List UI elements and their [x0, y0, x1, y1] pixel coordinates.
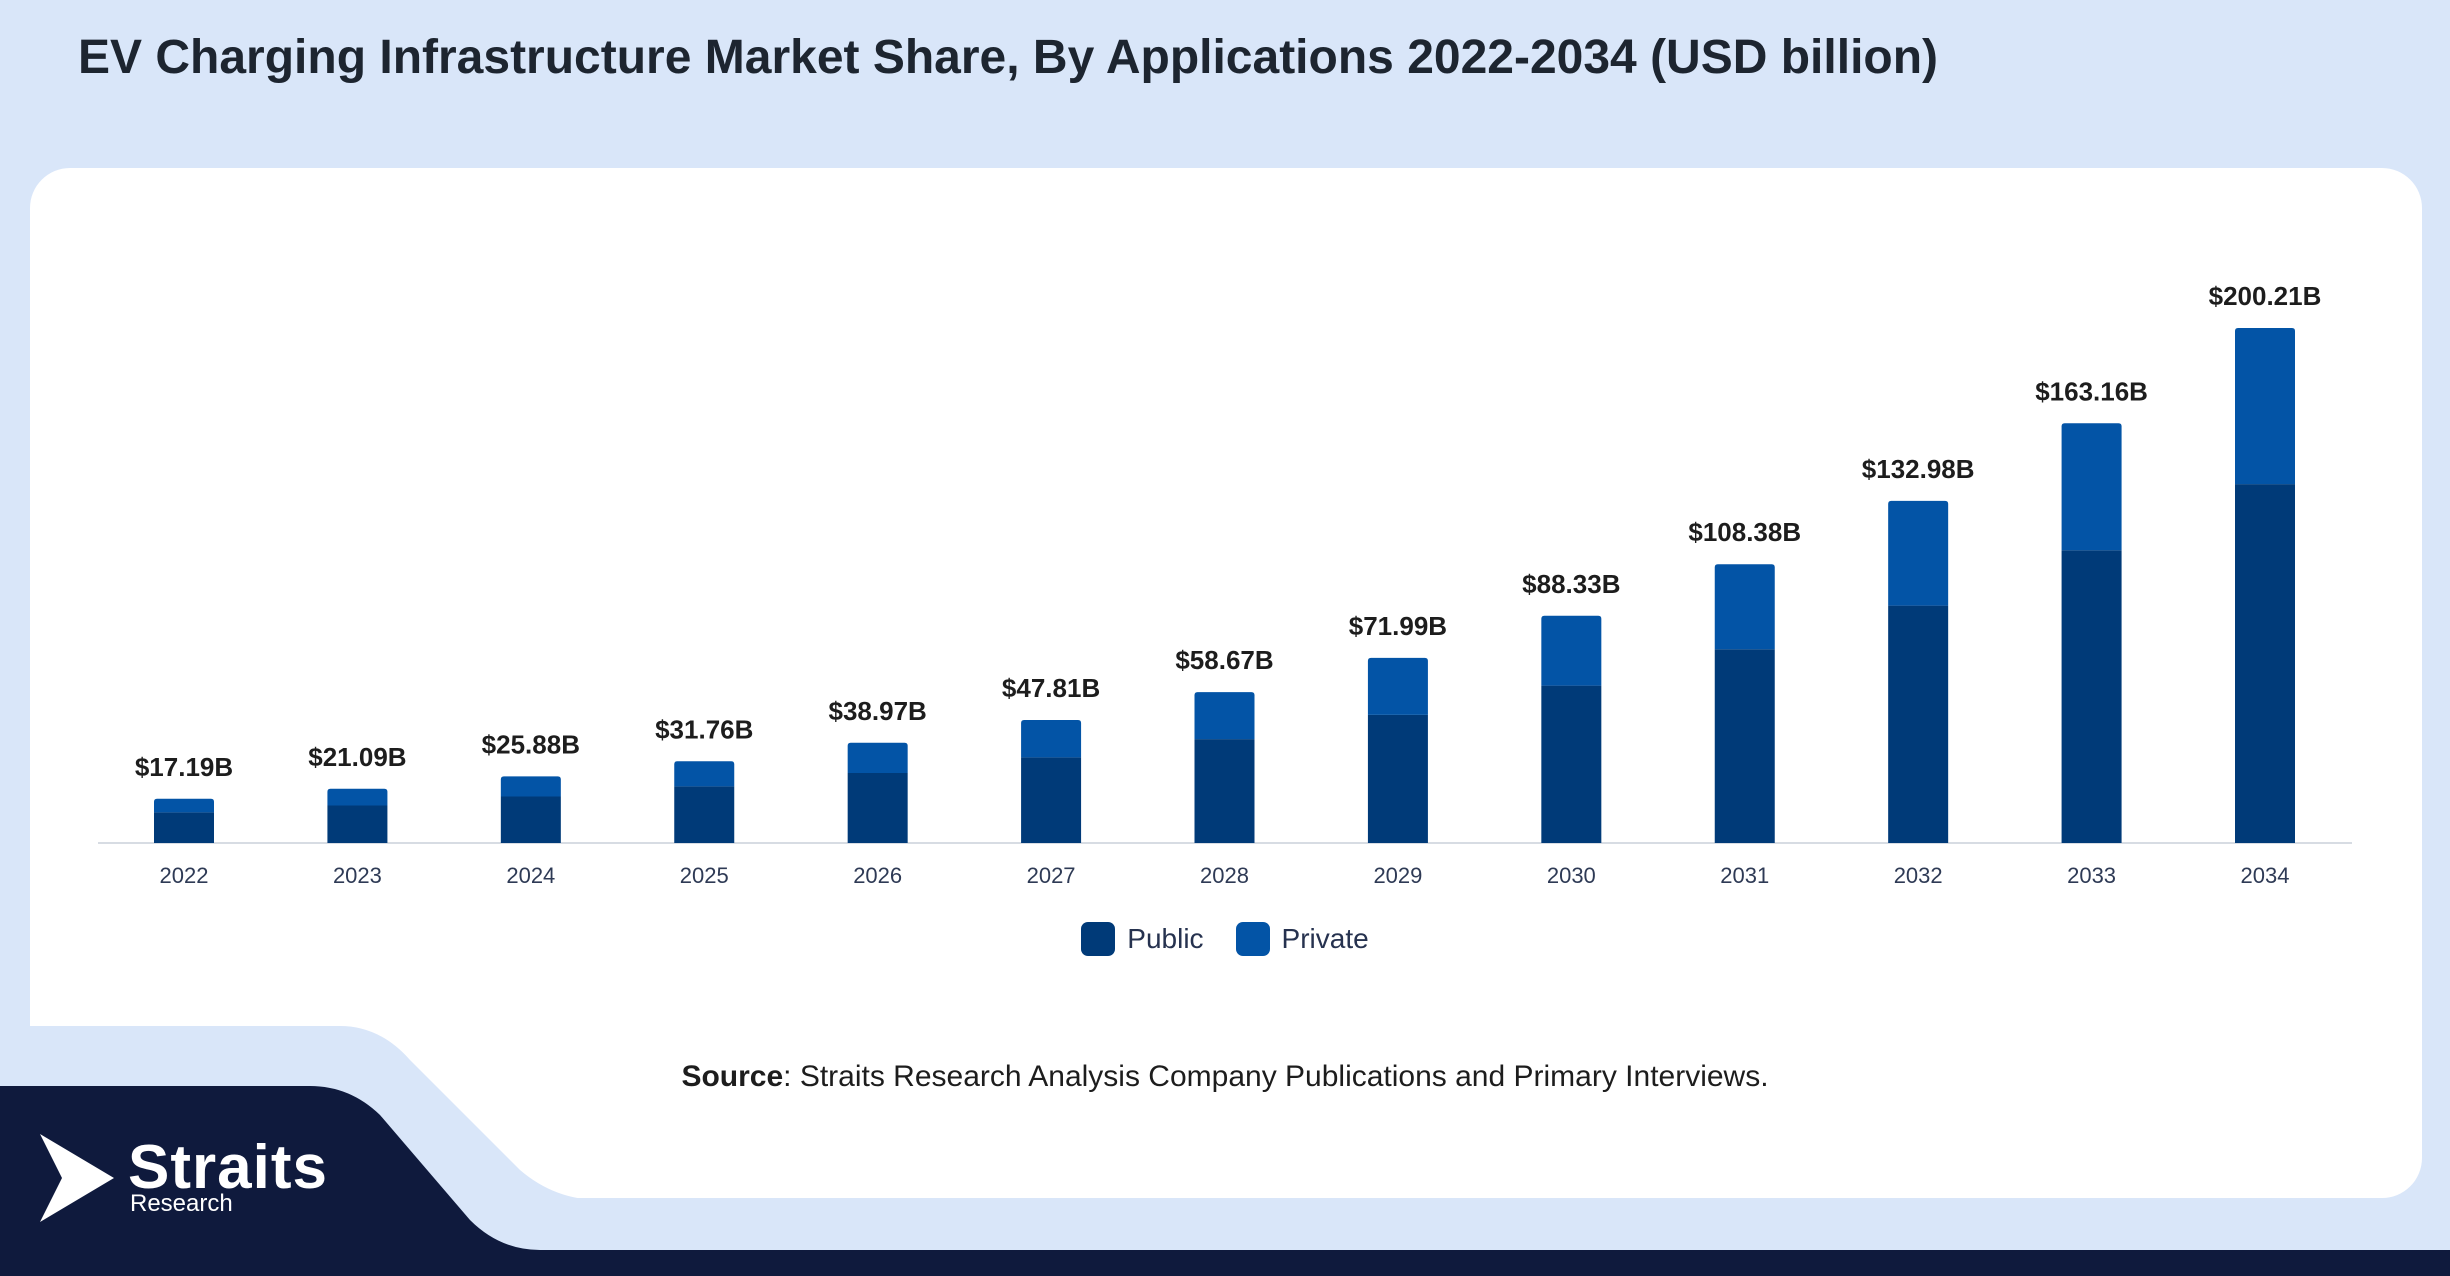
- x-tick-2029: 2029: [1373, 863, 1422, 888]
- source-label: Source: [681, 1060, 784, 1093]
- logo-wordmark: Straits: [128, 1133, 328, 1202]
- value-label-2022: $17.19B: [135, 752, 233, 782]
- bar-private-2022: [154, 798, 214, 813]
- value-label-2027: $47.81B: [1002, 673, 1100, 703]
- x-tick-2033: 2033: [2067, 863, 2116, 888]
- bar-public-2024: [500, 796, 561, 843]
- bar-private-2028: [1194, 692, 1255, 740]
- bar-public-2029: [1367, 714, 1428, 843]
- bar-private-2029: [1367, 657, 1428, 715]
- bar-public-2026: [847, 773, 908, 843]
- x-tick-2022: 2022: [160, 863, 209, 888]
- bar-private-2027: [1021, 720, 1082, 758]
- x-tick-2025: 2025: [680, 863, 729, 888]
- legend-label-public: Public: [1127, 923, 1204, 954]
- x-tick-labels-group: 2022 2023 2024 2025 2026 2027 2028 2029 2030 2031…: [160, 863, 2290, 888]
- value-label-2026: $38.97B: [829, 696, 927, 726]
- bar-private-2031: [1714, 564, 1775, 650]
- value-label-2031: $108.38B: [1688, 517, 1801, 547]
- bar-public-2031: [1714, 649, 1775, 843]
- bar-public-2032: [1888, 605, 1949, 843]
- legend-swatch-private: [1235, 922, 1270, 956]
- x-tick-2026: 2026: [853, 863, 902, 888]
- chart-card: [30, 168, 2422, 1198]
- logo-subtitle: Research: [130, 1190, 233, 1217]
- x-tick-2023: 2023: [333, 863, 382, 888]
- value-label-2034: $200.21B: [2209, 281, 2322, 311]
- footer-band: [0, 1026, 2450, 1276]
- bar-public-2025: [674, 786, 735, 843]
- legend-label-private: Private: [1281, 923, 1369, 954]
- value-label-2024: $25.88B: [482, 729, 580, 759]
- page-title: EV Charging Infrastructure Market Share,…: [78, 31, 1939, 84]
- bar-private-2032: [1888, 500, 1949, 606]
- x-tick-2027: 2027: [1027, 863, 1076, 888]
- bar-private-2024: [500, 776, 561, 797]
- value-label-2029: $71.99B: [1349, 611, 1447, 641]
- x-tick-2024: 2024: [506, 863, 555, 888]
- x-tick-2034: 2034: [2241, 863, 2290, 888]
- value-label-2028: $58.67B: [1175, 645, 1273, 675]
- x-tick-2032: 2032: [1894, 863, 1943, 888]
- logo-mark-icon: [40, 1134, 114, 1222]
- bars-group: [154, 328, 2295, 843]
- bar-public-2033: [2061, 550, 2122, 843]
- bar-private-2030: [1541, 615, 1602, 686]
- value-label-2033: $163.16B: [2035, 376, 2148, 406]
- bar-private-2034: [2235, 328, 2295, 485]
- source-text: : Straits Research Analysis Company Publ…: [783, 1060, 1769, 1093]
- bar-private-2025: [674, 761, 735, 787]
- bar-public-2030: [1541, 685, 1602, 843]
- source-note: Source: Straits Research Analysis Compan…: [0, 1060, 2450, 1094]
- value-label-2030: $88.33B: [1522, 569, 1620, 599]
- x-tick-2031: 2031: [1720, 863, 1769, 888]
- straits-logo: Straits Research: [36, 1130, 356, 1230]
- bar-public-2022: [154, 812, 214, 843]
- x-tick-2030: 2030: [1547, 863, 1596, 888]
- legend-swatch-public: [1081, 922, 1116, 956]
- value-label-2023: $21.09B: [308, 742, 406, 772]
- value-labels-group: $17.19B $21.09B $25.88B $31.76B $38.97B $47.8…: [135, 281, 2322, 782]
- bar-private-2023: [327, 788, 388, 806]
- footer-dark: [0, 1086, 2450, 1276]
- bar-public-2027: [1021, 757, 1082, 843]
- legend-item-public[interactable]: Public: [1081, 922, 1204, 956]
- bar-private-2026: [847, 742, 908, 774]
- x-tick-2028: 2028: [1200, 863, 1249, 888]
- legend-item-private[interactable]: Private: [1235, 922, 1369, 956]
- legend: Public Private: [0, 922, 2450, 956]
- value-label-2025: $31.76B: [655, 714, 753, 744]
- value-label-2032: $132.98B: [1862, 454, 1975, 484]
- bar-private-2033: [2061, 423, 2122, 551]
- bar-public-2034: [2235, 484, 2295, 843]
- bar-public-2028: [1194, 739, 1255, 843]
- bar-public-2023: [327, 805, 388, 843]
